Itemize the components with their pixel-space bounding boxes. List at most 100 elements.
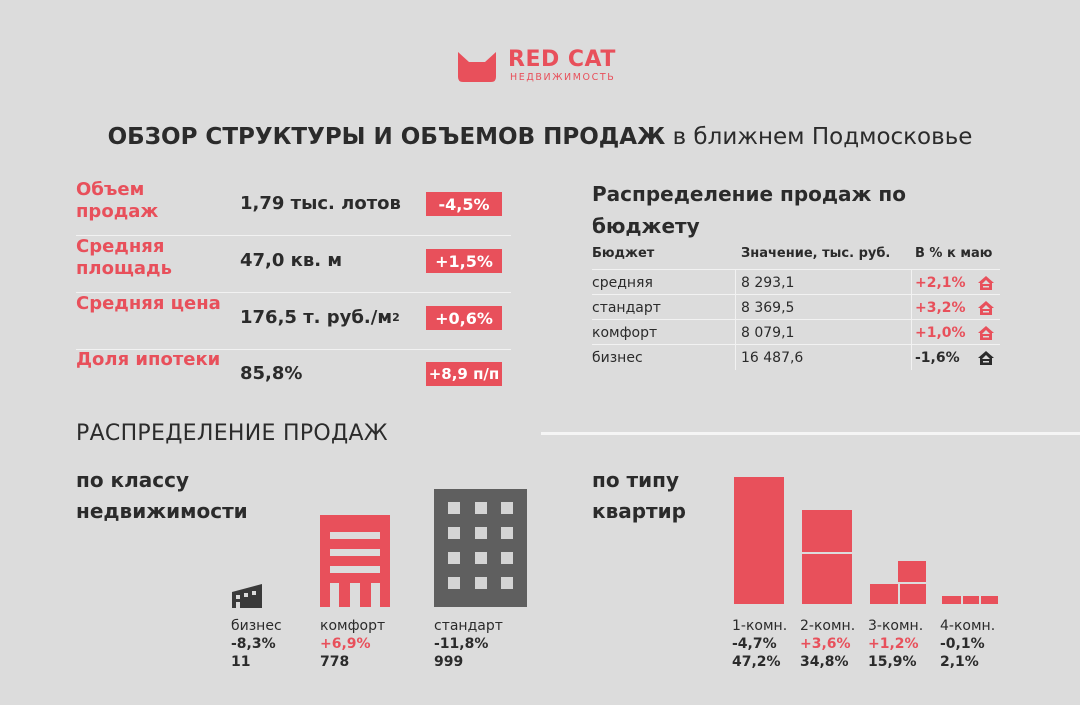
kpi-change-badge: -4,5%: [426, 192, 502, 216]
class-change: -11,8%: [434, 636, 489, 652]
logo-subtitle: НЕДВИЖИМОСТЬ: [510, 72, 616, 83]
kpi-label: Средняя площадь: [76, 236, 172, 279]
logo-name: RED CAT: [508, 47, 616, 72]
page-title-rest: в ближнем Подмосковье: [672, 124, 973, 150]
bar-category-label: 4-комн.: [940, 618, 996, 634]
class-count: 999: [434, 654, 464, 670]
bar-2: [802, 510, 852, 604]
kpi-value-text: 176,5 т. руб./м: [240, 306, 393, 328]
class-item-comfort: комфорт +6,9% 778: [320, 617, 385, 671]
kpi-value-sup: 2: [392, 310, 400, 324]
kpi-change-badge: +1,5%: [426, 249, 502, 273]
by-class-title: по классу недвижимости: [76, 465, 248, 527]
kpi-row-volume: Объем продаж 1,79 тыс. лотов -4,5%: [76, 179, 511, 236]
by-type-title: по типу квартир: [592, 465, 686, 527]
bar-value-label: 15,9%: [868, 654, 917, 670]
house-up-icon: [978, 276, 994, 290]
kpi-value: 1,79 тыс. лотов: [240, 192, 401, 214]
budget-col-divider: [735, 345, 736, 370]
bar-label-group: 1-комн. -4,7% 47,2%: [732, 617, 787, 671]
budget-change: +2,1%: [915, 274, 966, 291]
budget-segment: средняя: [592, 274, 653, 291]
class-item-business: бизнес -8,3% 11: [231, 617, 282, 671]
bar-change-label: +3,6%: [800, 636, 851, 652]
page-title: ОБЗОР СТРУКТУРЫ И ОБЪЕМОВ ПРОДАЖ в ближн…: [0, 124, 1080, 150]
class-change: +6,9%: [320, 636, 371, 652]
budget-col-divider: [735, 295, 736, 320]
house-up-icon: [978, 301, 994, 315]
house-up-icon: [978, 326, 994, 340]
budget-change: -1,6%: [915, 349, 960, 366]
budget-value: 8 079,1: [741, 324, 795, 341]
section-title: РАСПРЕДЕЛЕНИЕ ПРОДАЖ: [76, 421, 388, 446]
budget-value: 8 293,1: [741, 274, 795, 291]
bar-value-label: 34,8%: [800, 654, 849, 670]
grey-building-icon: [434, 489, 527, 607]
bar-value-label: 47,2%: [732, 654, 781, 670]
bar-divider: [802, 552, 852, 554]
budget-col-change: В % к маю: [915, 246, 993, 261]
budget-segment: бизнес: [592, 349, 643, 366]
bar-label-group: 4-комн. -0,1% 2,1%: [940, 617, 995, 671]
budget-row: комфорт 8 079,1 +1,0%: [592, 319, 1000, 345]
kpi-label: Доля ипотеки: [76, 349, 221, 370]
budget-col-divider: [735, 320, 736, 345]
by-type-title-line1: по типу: [592, 468, 679, 492]
class-name: комфорт: [320, 618, 386, 634]
budget-row: средняя 8 293,1 +2,1%: [592, 269, 1000, 295]
class-change: -8,3%: [231, 636, 276, 652]
budget-col-divider: [911, 320, 912, 345]
budget-col-divider: [735, 270, 736, 295]
class-item-standard: стандарт -11,8% 999: [434, 617, 503, 671]
bar-step-cutout: [870, 561, 898, 583]
kpi-label: Средняя цена: [76, 293, 221, 314]
budget-segment: стандарт: [592, 299, 661, 316]
kpi-value: 176,5 т. руб./м 2: [240, 293, 400, 341]
red-building-icon: [320, 515, 390, 607]
cat-ears-icon: [458, 52, 496, 82]
budget-col-divider: [911, 295, 912, 320]
class-name: стандарт: [434, 618, 503, 634]
bar-category-label: 3-комн.: [868, 618, 924, 634]
bar-1: [734, 477, 784, 604]
by-class-title-line2: недвижимости: [76, 499, 248, 523]
by-type-title-line2: квартир: [592, 499, 686, 523]
budget-row: бизнес 16 487,6 -1,6%: [592, 344, 1000, 370]
kpi-value: 85,8%: [240, 362, 303, 384]
class-count: 11: [231, 654, 251, 670]
section-divider: [541, 432, 1080, 435]
small-building-icon: [232, 584, 262, 608]
kpi-label: Объем продаж: [76, 179, 159, 222]
bar-change-label: +1,2%: [868, 636, 919, 652]
kpi-row-price: Средняя цена 176,5 т. руб./м 2 +0,6%: [76, 293, 511, 350]
budget-change: +1,0%: [915, 324, 966, 341]
budget-change: +3,2%: [915, 299, 966, 316]
page-title-bold: ОБЗОР СТРУКТУРЫ И ОБЪЕМОВ ПРОДАЖ: [107, 124, 666, 150]
budget-col-segment: Бюджет: [592, 246, 655, 261]
budget-title: Распределение продаж по бюджету: [592, 182, 906, 238]
kpi-value: 47,0 кв. м: [240, 249, 343, 271]
class-count: 778: [320, 654, 350, 670]
bar-vertical-divider: [961, 596, 963, 604]
bar-vertical-divider: [979, 596, 981, 604]
bar-change-label: -0,1%: [940, 636, 985, 652]
bar-vertical-divider: [898, 582, 900, 604]
bar-category-label: 1-комн.: [732, 618, 788, 634]
house-down-icon: [978, 351, 994, 365]
bar-change-label: -4,7%: [732, 636, 777, 652]
bar-4: [942, 596, 998, 604]
budget-segment: комфорт: [592, 324, 658, 341]
budget-value: 16 487,6: [741, 349, 804, 366]
bar-label-group: 2-комн. +3,6% 34,8%: [800, 617, 855, 671]
by-class-title-line1: по классу: [76, 468, 189, 492]
kpi-row-mortgage: Доля ипотеки 85,8% +8,9 п/п: [76, 349, 511, 405]
budget-col-value: Значение, тыс. руб.: [741, 246, 891, 261]
bar-label-group: 3-комн. +1,2% 15,9%: [868, 617, 923, 671]
bar-value-label: 2,1%: [940, 654, 979, 670]
kpi-change-badge: +8,9 п/п: [426, 362, 502, 386]
budget-col-divider: [911, 270, 912, 295]
kpi-row-area: Средняя площадь 47,0 кв. м +1,5%: [76, 236, 511, 293]
budget-col-divider: [911, 345, 912, 370]
budget-value: 8 369,5: [741, 299, 795, 316]
kpi-change-badge: +0,6%: [426, 306, 502, 330]
